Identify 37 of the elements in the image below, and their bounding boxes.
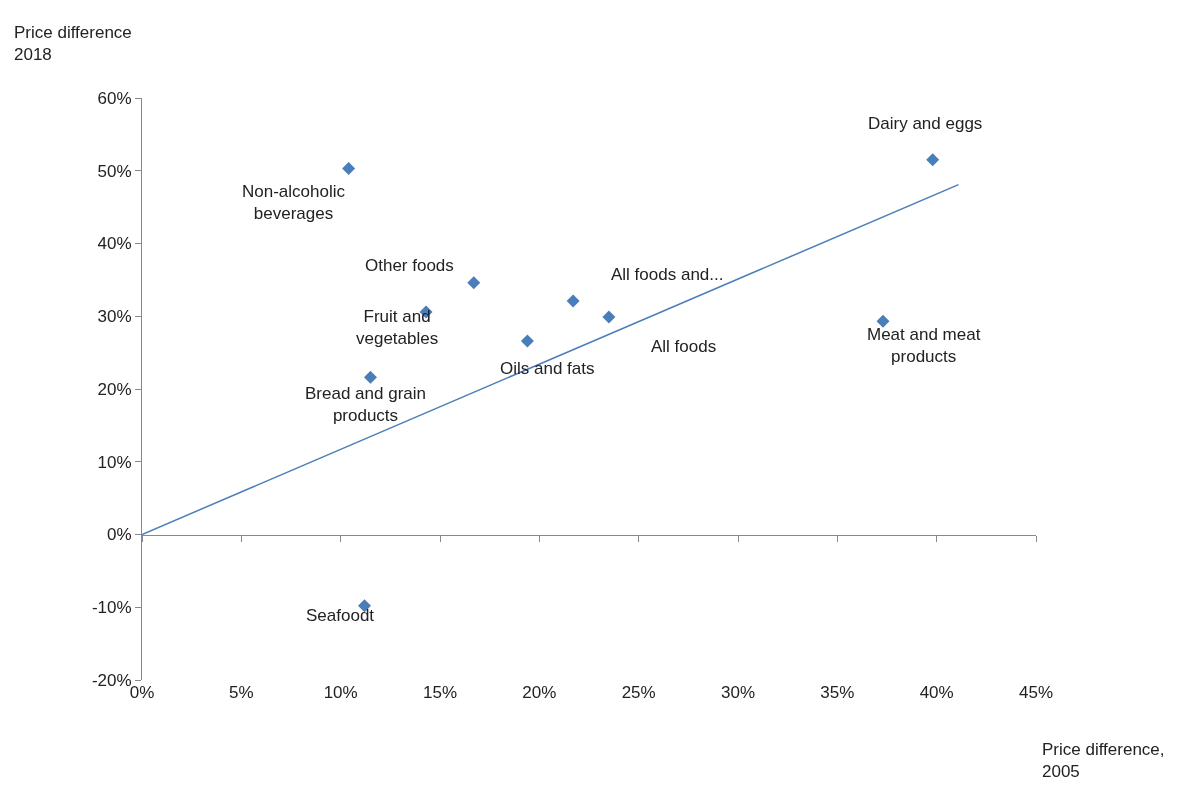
annotation: Non-alcoholic beverages <box>242 182 346 224</box>
annotation: Meat and meat products <box>867 325 981 367</box>
point <box>342 162 356 176</box>
x-tick-label: 5% <box>229 683 254 702</box>
annotation: Fruit and vegetables <box>356 307 439 349</box>
y-tick-label: -10% <box>91 598 132 618</box>
x-tick-label: 20% <box>522 683 557 702</box>
annotation: Dairy and eggs <box>868 114 983 133</box>
x-axis-title: Price difference, 2005 <box>1042 740 1165 782</box>
x-tick-label: 25% <box>621 683 656 702</box>
annotation: All foods <box>651 337 717 356</box>
y-tick-label: 40% <box>97 234 132 254</box>
y-tick-label: 50% <box>97 161 132 181</box>
point <box>602 310 616 324</box>
x-tick-label: 10% <box>323 683 358 702</box>
annotation: Oils and fats <box>500 359 595 378</box>
point <box>467 276 481 290</box>
point <box>876 314 890 328</box>
y-tick-label: 20% <box>97 379 132 399</box>
x-tick-label: 15% <box>422 683 458 702</box>
annotation: Other foods <box>365 256 454 275</box>
x-tick-label: 35% <box>820 683 855 702</box>
x-tick-label: 30% <box>720 683 756 702</box>
annotation: Seafoodt <box>306 606 375 625</box>
point <box>926 153 940 167</box>
y-tick-label: 30% <box>97 307 132 327</box>
y-tick-label: 60% <box>97 88 132 108</box>
x-tick-label: 40% <box>919 683 954 702</box>
y-tick-label: 10% <box>97 452 132 472</box>
point <box>363 370 377 384</box>
y-axis-title: Price difference 2018 <box>14 23 132 65</box>
annotation: All foods and... <box>611 265 724 284</box>
point <box>520 334 534 348</box>
y-tick-label: 0% <box>107 525 132 545</box>
annotation: Bread and grain products <box>305 384 426 426</box>
x-tick-label: 45% <box>1018 683 1054 702</box>
point <box>566 294 580 308</box>
